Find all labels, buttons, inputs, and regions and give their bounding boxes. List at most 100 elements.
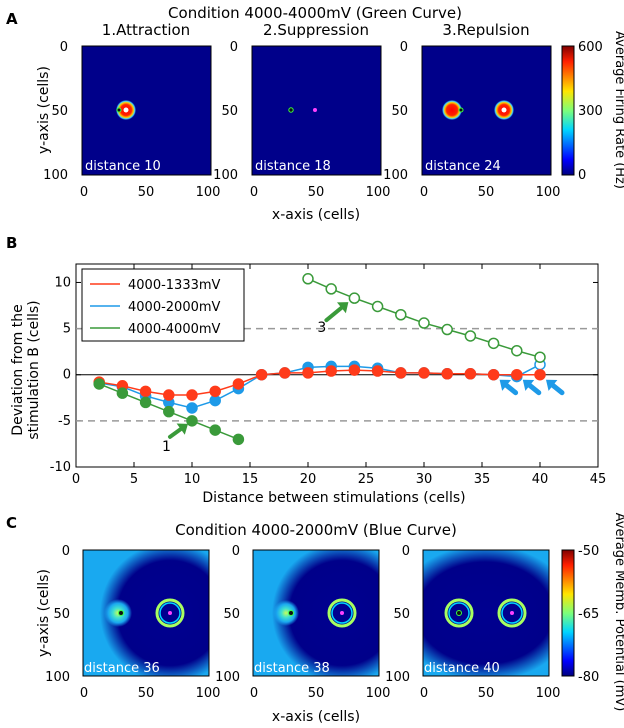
data-point [325, 365, 337, 377]
data-point [302, 273, 314, 285]
chart-ylabel-line1: Deviation from the [10, 304, 26, 435]
panel-b-letter: B [6, 234, 17, 252]
c3-xtick-0: 0 [420, 686, 428, 701]
heatmap-attraction: distance 10 [81, 45, 212, 176]
a2-xtick-100: 100 [366, 185, 391, 200]
distance-label-10: distance 10 [85, 159, 161, 174]
data-point [255, 368, 268, 381]
a3-ytick-50: 50 [391, 104, 408, 119]
potential-map-40: distance 40 [422, 549, 550, 677]
data-point [186, 415, 198, 427]
x-tick-label: 10 [184, 472, 201, 487]
panel-c-ylabel: y-axis (cells) [36, 569, 52, 657]
a-xtick-100: 100 [196, 185, 221, 200]
data-point [511, 344, 523, 357]
y-tick-label: 5 [63, 322, 71, 337]
data-point [395, 367, 407, 379]
panel-a-ylabel: y-axis (cells) [36, 66, 52, 154]
blue-arrow-head [499, 379, 511, 391]
blue-arrow [550, 382, 565, 396]
panel-c: C Condition 4000-2000mV (Blue Curve) y-a… [6, 513, 624, 725]
colorbar-firing-rate: 600 300 0 Average Firing Rate (Hz) [561, 31, 624, 189]
annotation-label-1: 1 [162, 439, 171, 455]
colorbar-membrane-potential: -50 -65 -80 Average Memb. Potential (mV) [561, 513, 624, 711]
panel-c-ticks: 0 50 100 0 50 100 0 50 100 0 50 100 0 50… [45, 544, 560, 701]
chart-annotations: 13 [162, 302, 565, 455]
panel-b: B Deviation from the stimulation B (cell… [6, 234, 606, 506]
data-point [534, 368, 546, 381]
a2-xtick-50: 50 [308, 185, 325, 200]
data-point [325, 283, 337, 295]
data-point [371, 365, 384, 377]
distance-label-40: distance 40 [424, 661, 500, 676]
c-xtick-50: 50 [138, 686, 155, 701]
cb-c-tick-minus65: -65 [578, 607, 599, 622]
cb-a-tick-300: 300 [578, 104, 603, 119]
panel-a-letter: A [6, 10, 18, 28]
c2-xtick-50: 50 [308, 686, 325, 701]
annotation-arrow-1 [168, 427, 183, 439]
c2-xtick-0: 0 [250, 686, 258, 701]
c-ytick-100: 100 [45, 670, 70, 685]
data-point [441, 323, 453, 336]
a2-ytick-0: 0 [230, 40, 238, 55]
a2-ytick-100: 100 [213, 168, 238, 183]
data-point [464, 368, 477, 380]
a3-xtick-100: 100 [536, 185, 561, 200]
data-point [163, 405, 175, 418]
c-ytick-50: 50 [53, 607, 70, 622]
cb-a-tick-0: 0 [578, 168, 586, 183]
c2-ytick-100: 100 [215, 670, 240, 685]
c3-ytick-0: 0 [402, 544, 410, 559]
distance-label-38: distance 38 [254, 661, 330, 676]
heatmap-repulsion: distance 24 [421, 45, 552, 176]
a-ytick-0: 0 [60, 40, 68, 55]
legend-label: 4000-2000mV [128, 300, 221, 315]
x-tick-label: 30 [416, 472, 433, 487]
a-xtick-0: 0 [80, 185, 88, 200]
y-tick-label: 0 [63, 368, 71, 383]
data-point [441, 368, 453, 380]
distance-label-24: distance 24 [425, 159, 501, 174]
data-point [186, 389, 198, 401]
a3-xtick-50: 50 [478, 185, 495, 200]
x-tick-label: 5 [130, 472, 138, 487]
data-point [209, 385, 221, 398]
data-point [302, 367, 314, 379]
a2-ytick-50: 50 [221, 104, 238, 119]
x-tick-label: 45 [590, 472, 607, 487]
data-point [93, 378, 105, 390]
panel-a-ticks: 0 50 100 0 50 100 0 50 100 0 50 100 0 50… [43, 40, 560, 200]
c2-ytick-0: 0 [232, 544, 240, 559]
a-ytick-100: 100 [43, 168, 68, 183]
a3-xtick-0: 0 [420, 185, 428, 200]
y-tick-label: 10 [54, 275, 71, 290]
data-point [116, 387, 129, 399]
c2-xtick-100: 100 [366, 686, 391, 701]
potential-map-38: distance 38 [252, 549, 380, 677]
panel-c-letter: C [6, 514, 17, 532]
subplot-title-2: 2.Suppression [263, 21, 369, 39]
panel-a: A Condition 4000-4000mV (Green Curve) 1.… [6, 4, 624, 223]
annotation-arrow-3-head [337, 302, 349, 314]
data-point [418, 367, 430, 379]
cb-c-tick-minus80: -80 [578, 670, 599, 685]
annotation-label-3: 3 [317, 320, 326, 336]
a2-xtick-0: 0 [250, 185, 258, 200]
panel-a-title: Condition 4000-4000mV (Green Curve) [168, 4, 462, 22]
blue-arrow [527, 382, 542, 396]
c-xtick-100: 100 [196, 686, 221, 701]
blue-arrow-head [546, 379, 558, 391]
y-tick-label: -5 [58, 414, 71, 429]
chart-series [93, 273, 546, 446]
a3-ytick-0: 0 [400, 40, 408, 55]
chart-legend: 4000-1333mV 4000-2000mV 4000-4000mV [81, 268, 245, 342]
data-point [232, 433, 245, 446]
blue-arrow-head [522, 379, 535, 391]
x-tick-label: 35 [474, 472, 491, 487]
legend-label: 4000-1333mV [128, 278, 221, 293]
c-xtick-0: 0 [80, 686, 88, 701]
legend-label: 4000-4000mV [128, 322, 221, 337]
distance-label-36: distance 36 [84, 661, 160, 676]
c-ytick-0: 0 [62, 544, 70, 559]
